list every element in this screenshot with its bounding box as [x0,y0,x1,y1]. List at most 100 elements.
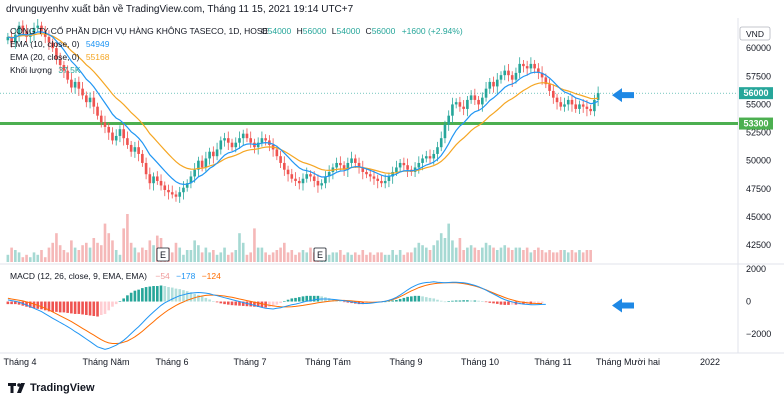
volume-bar [365,254,368,262]
candle-body [458,102,462,107]
candle-body [559,102,563,107]
volume-bar [10,247,13,262]
macd-histogram-bar [170,287,174,302]
candle-body [522,63,525,67]
macd-histogram-bar [40,301,43,310]
macd-histogram-bar [297,297,301,302]
macd-histogram-bar [10,301,13,305]
candle-body [305,174,309,179]
volume-bar [492,247,495,262]
candle-body [126,138,129,145]
volume-bar [357,254,361,262]
macd-histogram-bar [522,301,525,305]
volume-bar [462,250,465,262]
macd-histogram-bar [126,295,129,302]
volume-bar [424,247,428,262]
candle-body [540,72,544,78]
macd-histogram-bar [477,300,480,302]
macd-histogram-bar [70,301,73,314]
macd-histogram-bar [107,301,111,311]
candle-body [215,149,219,157]
macd-histogram-bar [275,301,279,305]
volume-bar [484,242,488,262]
macd-histogram-bar [339,301,342,302]
macd-histogram-bar [537,301,540,304]
volume-bar [238,233,241,262]
macd-legend: MACD (12, 26, close, 9, EMA, EMA) −54 −1… [10,271,221,281]
candle-body [309,174,312,177]
macd-histogram-bar [137,289,140,302]
macd-histogram-bar [96,301,99,317]
volume-bar [264,252,267,262]
macd-histogram-bar [499,301,503,305]
candle-body [122,129,125,139]
volume-bar [253,228,256,262]
macd-histogram-bar [114,301,118,305]
ema20-legend: EMA (20, close, 0) 55168 [10,52,110,62]
candle-body [85,95,88,103]
macd-histogram-bar [316,295,320,302]
candle-body [32,27,36,34]
currency-badge[interactable] [739,26,771,41]
tradingview-brand[interactable]: TradingView [30,382,95,394]
volume-bar [174,242,178,262]
footer: TradingView [0,376,784,400]
tradingview-logo-icon[interactable] [8,381,28,395]
macd-histogram-bar [14,301,17,305]
time-tick-label: Tháng Tám [305,357,351,367]
macd-histogram-bar [301,296,305,302]
macd-histogram-bar [507,301,510,305]
volume-bar [193,240,196,262]
candle-body [275,149,279,157]
macd-histogram-bar [208,299,211,302]
volume-bar [518,247,521,262]
macd-histogram-bar [432,298,436,302]
candle-body [170,192,174,195]
candle-body [469,95,473,100]
event-marker[interactable]: E [313,247,327,262]
macd-histogram-bar [256,301,260,307]
volume-bar [466,247,469,262]
event-marker[interactable]: E [156,247,170,262]
macd-histogram-bar [424,297,428,302]
volume-bar [137,252,140,262]
candle-body [350,158,353,163]
volume-bar [544,252,548,262]
macd-histogram-bar [212,301,215,302]
price-tick-label: 45000 [746,212,771,222]
price-arrow-icon [612,88,634,103]
volume-bar [51,242,55,262]
candle-body [417,162,421,168]
volume-bar [47,247,51,262]
macd-histogram-bar [234,301,238,306]
macd-histogram-bar [182,290,185,302]
macd-histogram-bar [55,301,58,312]
macd-histogram-bar [204,297,208,302]
candle-body [424,156,428,159]
ohlc-change: +1600 (+2.94%) [402,26,463,36]
volume-bar [447,223,451,262]
volume-bar [92,238,96,262]
candle-body [99,115,103,123]
macd-histogram-bar [283,301,286,302]
candle-body [152,176,155,184]
volume-bar [43,257,47,262]
volume-bar [469,245,473,262]
macd-histogram-bar [223,301,226,305]
volume-bar [555,252,559,262]
ohlc-low: 54000 [337,26,361,36]
macd-histogram-bar [361,301,365,305]
macd-histogram-bar [533,301,536,304]
volume-bar [14,250,17,262]
candle-body [10,36,13,43]
chart-grid [0,18,784,354]
publisher-header: drvunguyenhv xuất bản về TradingView.com… [0,0,784,18]
macd-histogram-bar [152,286,155,302]
price-tick-label: 60000 [746,43,771,53]
volume-bar [17,252,21,262]
volume-bar [537,247,540,262]
time-tick-label: Tháng Mười hai [596,357,660,367]
volume-bar [398,250,402,262]
candle-body [92,97,96,107]
